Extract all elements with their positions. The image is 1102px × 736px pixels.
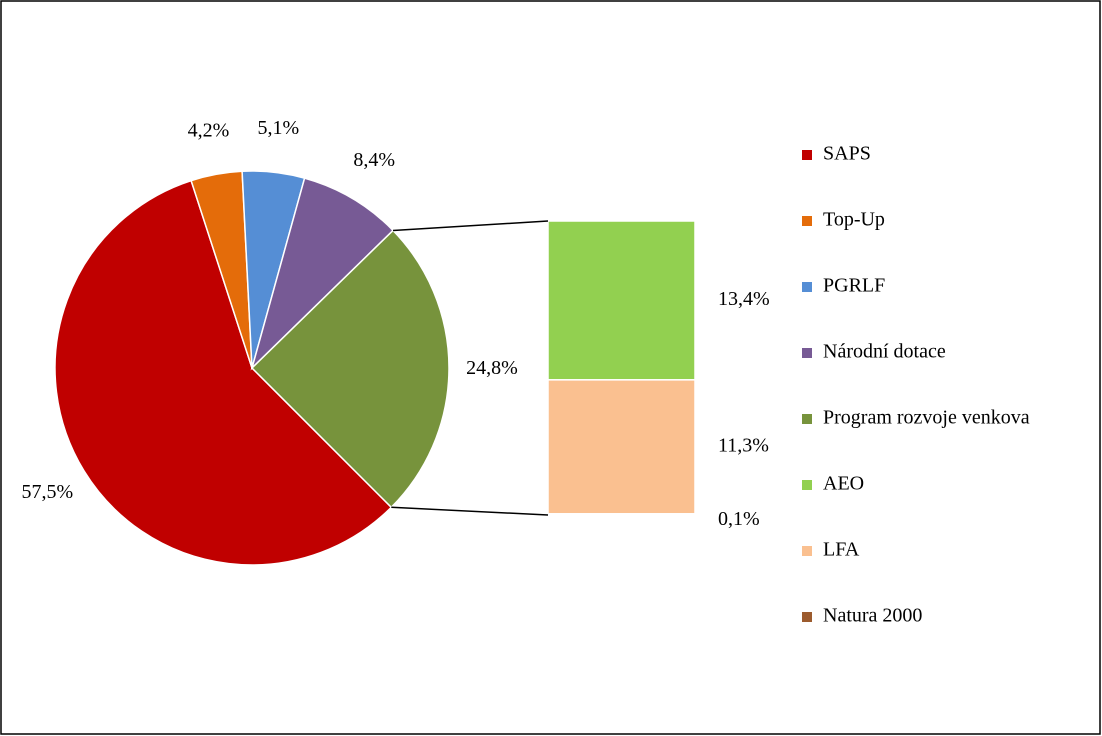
legend-label: Program rozvoje venkova bbox=[823, 407, 1030, 429]
legend-swatch bbox=[802, 612, 812, 622]
legend-label: AEO bbox=[823, 473, 864, 495]
pie-slice bbox=[250, 229, 450, 509]
legend-swatch bbox=[802, 414, 812, 424]
data-label: 0,1% bbox=[718, 508, 760, 530]
bar-segment bbox=[547, 379, 696, 515]
bar-segment bbox=[547, 513, 696, 516]
data-label: 8,4% bbox=[353, 149, 395, 171]
bar-segment bbox=[547, 220, 696, 381]
data-label: 57,5% bbox=[22, 481, 74, 503]
data-label: 5,1% bbox=[258, 117, 300, 139]
legend-label: Natura 2000 bbox=[823, 605, 922, 627]
connector-line bbox=[391, 506, 549, 516]
connector-line bbox=[392, 220, 549, 232]
data-label: 4,2% bbox=[188, 120, 230, 142]
legend-label: LFA bbox=[823, 539, 860, 561]
legend-label: Top-Up bbox=[823, 209, 885, 231]
legend-swatch bbox=[802, 480, 812, 490]
legend-label: PGRLF bbox=[823, 275, 885, 297]
legend-swatch bbox=[802, 282, 812, 292]
legend-swatch bbox=[802, 216, 812, 226]
pie-slice bbox=[54, 179, 393, 566]
legend-swatch bbox=[802, 546, 812, 556]
legend-swatch bbox=[802, 348, 812, 358]
legend-swatch bbox=[802, 150, 812, 160]
data-label: 11,3% bbox=[718, 434, 769, 456]
data-label: 24,8% bbox=[466, 357, 518, 379]
legend-label: SAPS bbox=[823, 143, 871, 165]
legend-label: Národní dotace bbox=[823, 341, 946, 363]
data-label: 13,4% bbox=[718, 288, 770, 310]
pie-slice bbox=[250, 177, 395, 371]
